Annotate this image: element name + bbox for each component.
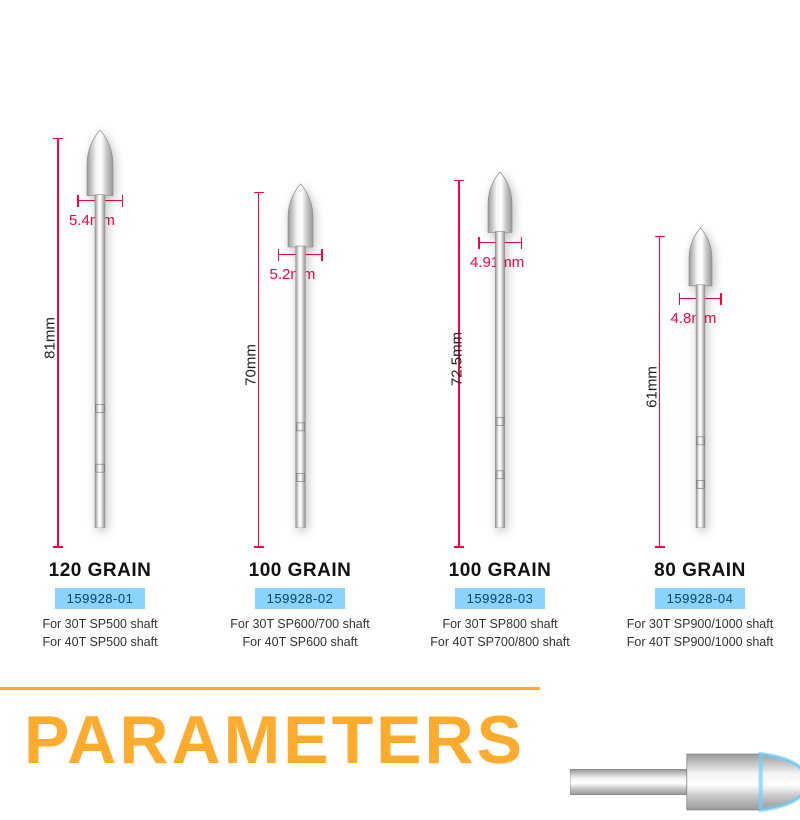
spec-line: For 40T SP600 shaft [205,633,395,652]
sku-badge: 159928-01 [55,588,146,609]
product-item: 81mm 5.4mm [5,40,195,660]
product-item: 61mm 4.8mm [605,40,795,660]
spec-line: For 30T SP600/700 shaft [205,615,395,634]
footer-arrow-graphic [570,749,800,820]
product-info: 120 GRAIN 159928-01 For 30T SP500 shaft … [5,560,195,661]
length-label: 81mm [41,317,58,359]
sku-badge: 159928-02 [255,588,346,609]
product-info: 80 GRAIN 159928-04 For 30T SP900/1000 sh… [605,560,795,661]
footer-title: PARAMETERS [24,706,525,774]
product-info: 100 GRAIN 159928-03 For 30T SP800 shaft … [405,560,595,661]
product-item: 72.5mm 4.91mm [405,40,595,660]
point-graphic-wrap: 81mm 5.4mm [83,128,117,548]
spec-line: For 40T SP700/800 shaft [405,633,595,652]
products-row: 81mm 5.4mm [0,40,800,660]
point-graphic-wrap: 61mm 4.8mm [685,226,716,548]
spec-line: For 30T SP900/1000 shaft [605,615,795,634]
arrow-point-icon [284,182,317,528]
spec-line: For 40T SP900/1000 shaft [605,633,795,652]
sku-badge: 159928-03 [455,588,546,609]
footer: PARAMETERS [0,680,800,800]
length-label: 72.5mm [449,331,466,385]
length-label: 70mm [242,344,259,386]
sku-badge: 159928-04 [655,588,746,609]
grain-label: 80 GRAIN [605,560,795,582]
grain-label: 120 GRAIN [5,560,195,582]
arrow-point-icon [685,226,716,528]
grain-label: 100 GRAIN [205,560,395,582]
length-label: 61mm [643,366,660,408]
product-item: 70mm 5.2mm [205,40,395,660]
arrow-point-icon [484,170,516,528]
point-graphic-wrap: 70mm 5.2mm [284,182,317,548]
spec-line: For 30T SP500 shaft [5,615,195,634]
point-graphic-wrap: 72.5mm 4.91mm [484,170,516,548]
spec-line: For 30T SP800 shaft [405,615,595,634]
product-info: 100 GRAIN 159928-02 For 30T SP600/700 sh… [205,560,395,661]
spec-line: For 40T SP500 shaft [5,633,195,652]
arrow-point-icon [83,128,117,528]
grain-label: 100 GRAIN [405,560,595,582]
